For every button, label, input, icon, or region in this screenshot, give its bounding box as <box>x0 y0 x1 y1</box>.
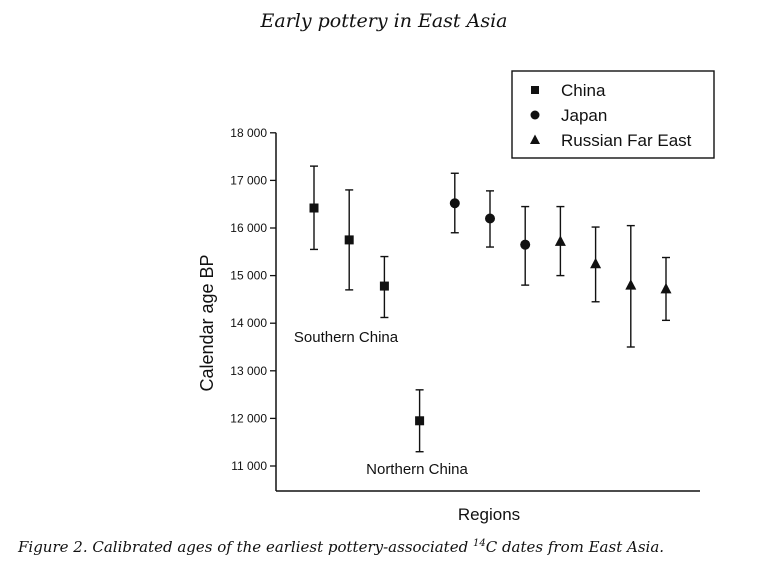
legend-label: Russian Far East <box>561 131 692 150</box>
y-tick-label: 12 000 <box>230 411 267 425</box>
data-point-triangle <box>625 279 637 290</box>
data-point-circle <box>520 239 531 250</box>
data-point-circle <box>485 213 495 224</box>
data-point-triangle <box>554 235 566 246</box>
legend-box <box>511 70 715 159</box>
annotation-label: Northern China <box>366 461 468 478</box>
annotation-label: Southern China <box>294 329 399 346</box>
figure-caption: Figure 2. Calibrated ages of the earlies… <box>18 538 758 556</box>
error-bars <box>310 165 670 453</box>
legend-marker-triangle <box>530 134 540 144</box>
y-tick-label: 17 000 <box>230 173 267 187</box>
data-point-square <box>379 281 389 291</box>
page-header: Early pottery in East Asia <box>260 10 508 32</box>
data-point-triangle <box>660 282 672 294</box>
y-tick-label: 11 000 <box>231 459 267 473</box>
caption-superscript: 14 <box>472 538 486 549</box>
data-point-circle <box>449 198 460 209</box>
y-tick-label: 14 000 <box>230 316 267 330</box>
legend-marker-circle <box>530 110 540 120</box>
chart-annotations: Southern China Northern China <box>294 329 469 478</box>
y-tick-label: 15 000 <box>230 269 267 283</box>
y-tick-label: 16 000 <box>230 221 267 235</box>
data-point-triangle <box>590 257 602 269</box>
caption-text-start: Figure 2. Calibrated ages of the earlies… <box>18 538 473 556</box>
y-tick-label: 13 000 <box>230 364 267 378</box>
legend-marker-square <box>531 86 539 94</box>
data-point-square <box>415 416 425 426</box>
y-axis-label: Calendar age BP <box>197 254 217 391</box>
chart-axes: 11 000 12 000 13 000 14 000 15 000 16 000 17 0… <box>230 126 700 492</box>
data-markers <box>309 198 672 426</box>
legend-label: Japan <box>561 106 607 125</box>
y-tick-label: 18 000 <box>230 126 267 140</box>
data-point-square <box>344 235 354 245</box>
chart-legend: China Japan Russian Far East <box>511 70 715 159</box>
data-point-square <box>309 203 319 213</box>
caption-text-end: C dates from East Asia. <box>485 538 665 556</box>
x-axis-label: Regions <box>458 505 520 524</box>
legend-label: China <box>561 81 606 100</box>
